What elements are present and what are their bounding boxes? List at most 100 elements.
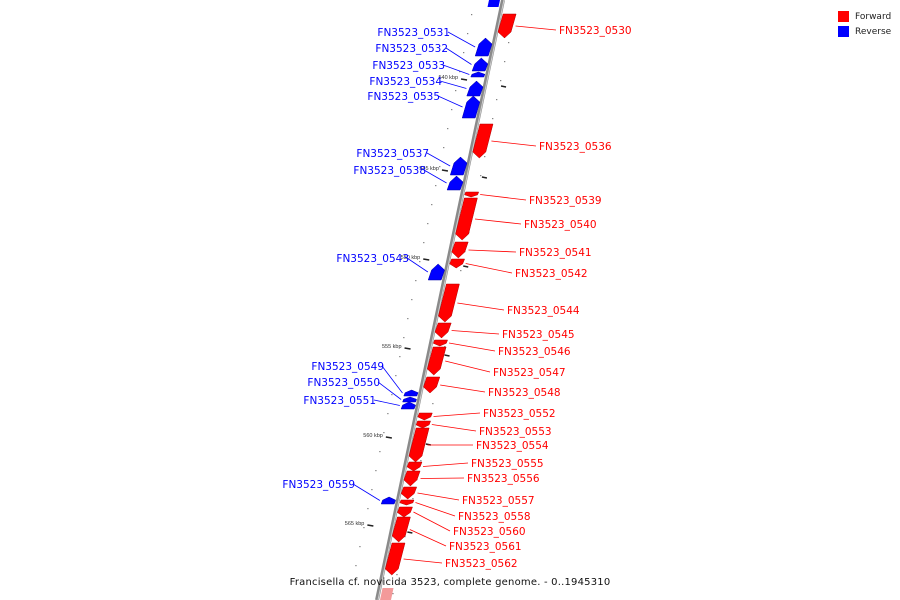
scale-dot [460, 270, 462, 272]
gene-label-fn3523-0540[interactable]: FN3523_0540 [524, 219, 597, 231]
gene-label-fn3523-0559[interactable]: FN3523_0559 [282, 479, 355, 491]
gene-label-fn3523-0539[interactable]: FN3523_0539 [529, 195, 602, 207]
gene-fn3523-0549-feature[interactable] [403, 389, 419, 397]
scale-dot [371, 489, 373, 491]
gene-fn3523-0554-feature[interactable] [408, 427, 430, 463]
gene-label-fn3523-0547[interactable]: FN3523_0547 [493, 367, 566, 379]
label-leader-line [440, 384, 486, 393]
gene-fn3523-0534-feature[interactable] [466, 80, 484, 97]
gene-label-fn3523-0550[interactable]: FN3523_0550 [307, 377, 380, 389]
gene-label-fn3523-0548[interactable]: FN3523_0548 [488, 387, 561, 399]
gene-fn3523-0533-feature[interactable] [470, 71, 486, 78]
gene-label-fn3523-0549[interactable]: FN3523_0549 [311, 361, 384, 373]
gene-fn3523-0530-feature[interactable] [497, 13, 517, 39]
scale-dot [447, 128, 449, 130]
scale-dot [415, 280, 417, 282]
gene-fn3523-0551-feature[interactable] [400, 401, 416, 410]
gene-label-fn3523-0536[interactable]: FN3523_0536 [539, 141, 612, 153]
gene-fn3523-0560-feature[interactable] [397, 506, 413, 518]
scale-dot [439, 166, 441, 168]
scale-tick-label: 565 kbp [345, 521, 365, 527]
scale-tick [500, 85, 507, 88]
gene-fn3523-0542-feature[interactable] [449, 258, 465, 269]
gene-fn3523-0543-feature[interactable] [427, 263, 445, 281]
gene-label-fn3523-0534[interactable]: FN3523_0534 [369, 76, 442, 88]
label-leader-line [423, 462, 469, 467]
gene-fn3523-0558-feature[interactable] [399, 499, 415, 506]
gene-fn3523-0561-feature[interactable] [391, 516, 411, 543]
label-leader-line [480, 194, 527, 201]
label-leader-line [474, 218, 522, 225]
gene-fn3523-0556-feature[interactable] [403, 470, 421, 487]
gene-label-fn3523-0556[interactable]: FN3523_0556 [467, 473, 540, 485]
gene-fn3523-0555-feature[interactable] [406, 461, 423, 472]
gene-fn3523-0539-feature[interactable] [464, 191, 480, 198]
scale-dot [459, 71, 461, 73]
gene-label-fn3523-0535[interactable]: FN3523_0535 [367, 91, 440, 103]
gene-label-fn3523-0554[interactable]: FN3523_0554 [476, 440, 549, 452]
gene-fn3523-0550-feature[interactable] [402, 396, 417, 403]
scale-dot [484, 156, 486, 158]
gene-label-fn3523-0546[interactable]: FN3523_0546 [498, 346, 571, 358]
gene-fn3523-0557-feature[interactable] [400, 486, 418, 500]
gene-fn3523-0531-feature[interactable] [474, 37, 493, 57]
label-leader-line [403, 558, 443, 564]
gene-label-fn3523-0555[interactable]: FN3523_0555 [471, 458, 544, 470]
scale-tick [423, 258, 430, 261]
gene-fn3523-0538-feature[interactable] [446, 175, 464, 191]
scale-ticks: 540 kbp 545 kbp 550 kbp 555 kbp 560 kbp 565 k… [345, 75, 507, 534]
gene-label-fn3523-0560[interactable]: FN3523_0560 [453, 526, 526, 538]
gene-fn3523-0540-feature[interactable] [455, 197, 478, 241]
gene-label-fn3523-0551[interactable]: FN3523_0551 [303, 395, 376, 407]
gene-label-fn3523-0541[interactable]: FN3523_0541 [519, 247, 592, 259]
scale-tick [407, 531, 413, 534]
gene-label-fn3523-0561[interactable]: FN3523_0561 [449, 541, 522, 553]
gene-label-fn3523-0558[interactable]: FN3523_0558 [458, 511, 531, 523]
scale-dot [500, 80, 502, 82]
label-leader-line [415, 502, 456, 517]
legend-label-reverse: Reverse [855, 26, 892, 37]
gene-label-fn3523-0552[interactable]: FN3523_0552 [483, 408, 556, 420]
gene-label-fn3523-0544[interactable]: FN3523_0544 [507, 305, 580, 317]
gene-label-fn3523-0533[interactable]: FN3523_0533 [372, 60, 445, 72]
gene-fn3523-0552-feature[interactable] [417, 412, 433, 421]
gene-fn3523-0548-feature[interactable] [423, 376, 441, 394]
gene-label-fn3523-0562[interactable]: FN3523_0562 [445, 558, 518, 570]
gene-fn3523-0541-feature[interactable] [451, 241, 469, 259]
gene-fn3523-0553-feature[interactable] [415, 420, 431, 429]
gene-fn3523-0536-feature[interactable] [472, 123, 494, 159]
gene-fn3523-0545-feature[interactable] [434, 322, 452, 339]
gene-label-fn3523-0542[interactable]: FN3523_0542 [515, 268, 588, 280]
label-leader-line [437, 95, 463, 108]
scale-dot [455, 90, 457, 92]
reverse-swatch [838, 26, 849, 37]
gene-label-fn3523-0532[interactable]: FN3523_0532 [375, 43, 448, 55]
gene-fn3523-0535-feature[interactable] [461, 95, 481, 119]
gene-label-fn3523-0543[interactable]: FN3523_0543 [336, 253, 409, 265]
scale-tick-label: 540 kbp [438, 75, 458, 81]
gene-label-fn3523-0557[interactable]: FN3523_0557 [462, 495, 535, 507]
gene-fn3523-0537-feature[interactable] [449, 156, 468, 176]
gene-label-fn3523-0531[interactable]: FN3523_0531 [377, 27, 450, 39]
scale-dot [431, 204, 433, 206]
gene-label-fn3523-0553[interactable]: FN3523_0553 [479, 426, 552, 438]
legend-item-reverse: Reverse [838, 24, 891, 39]
gene-fn3523-0547-feature[interactable] [427, 346, 447, 376]
gene-label-fn3523-0538[interactable]: FN3523_0538 [353, 165, 426, 177]
gene-label-fn3523-0537[interactable]: FN3523_0537 [356, 148, 429, 160]
gene-fn3523-0559-feature[interactable] [380, 496, 396, 505]
gene-fn3523-0546-feature[interactable] [432, 339, 448, 347]
label-leader-line [451, 330, 500, 335]
gene-label-fn3523-0545[interactable]: FN3523_0545 [502, 329, 575, 341]
scale-dot [367, 508, 369, 510]
scale-dot [463, 52, 465, 54]
gene-fn3523-0544-feature[interactable] [438, 283, 460, 323]
gene-fn3523-0532-feature[interactable] [471, 57, 489, 72]
gene-fn3523-0562-feature[interactable] [385, 542, 406, 576]
gene-label-fn3523-0530[interactable]: FN3523_0530 [559, 25, 632, 37]
scale-dot [383, 432, 385, 434]
scale-dot [379, 451, 381, 453]
scale-dot [396, 574, 398, 576]
forward-swatch [838, 11, 849, 22]
scale-tick [481, 176, 488, 179]
